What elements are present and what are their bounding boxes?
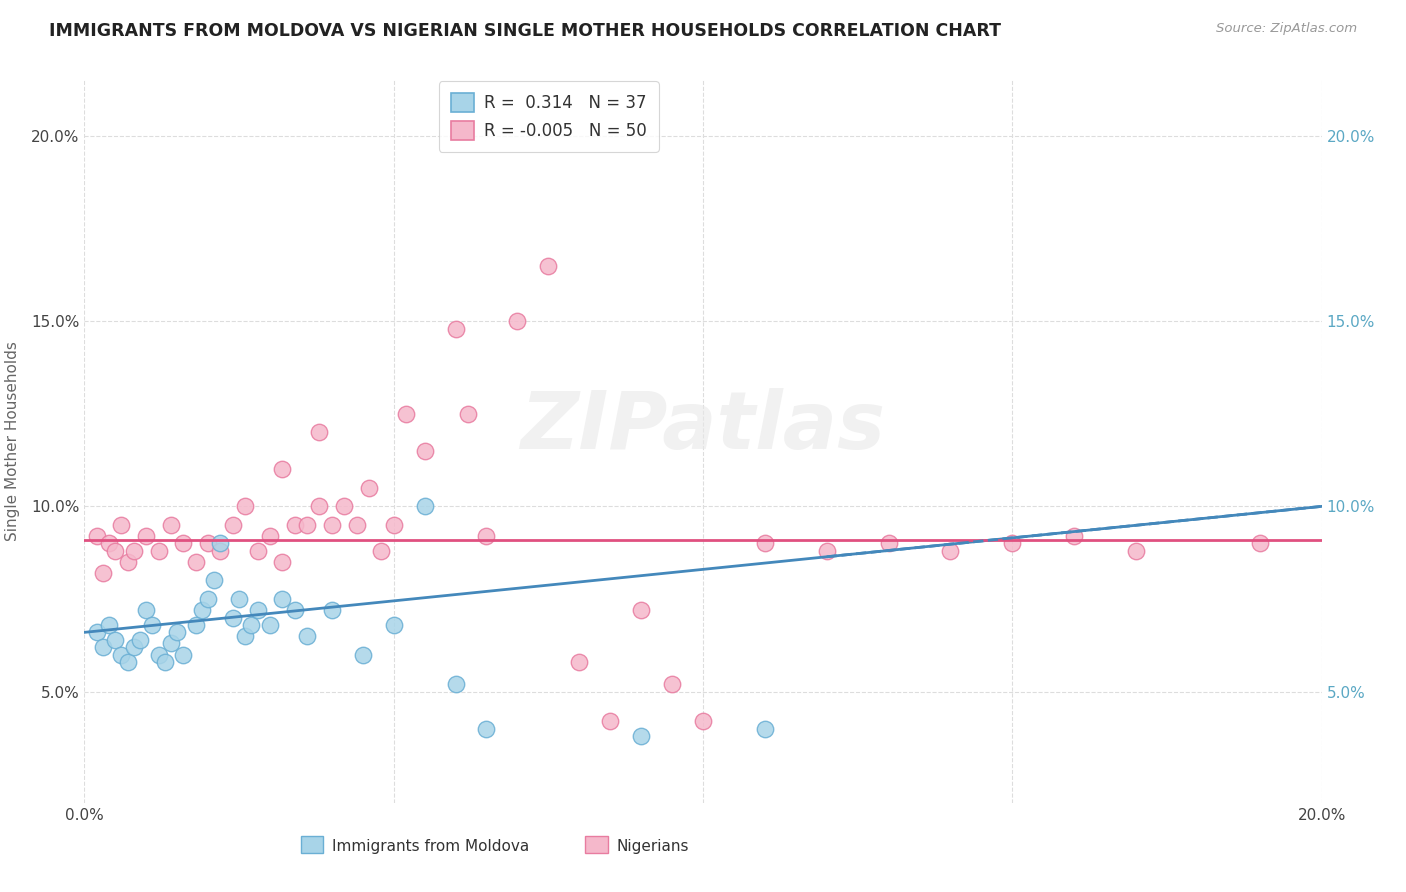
Point (191, 603, 214, 617)
Point (91, 640, 114, 655)
Point (692, 714, 714, 729)
Point (184, 618, 207, 632)
Point (240, 618, 263, 632)
Point (352, 648, 374, 662)
Point (160, 517, 183, 532)
Point (754, 536, 776, 550)
Point (86, 625, 108, 640)
Point (568, 655, 591, 669)
Legend: R =  0.314   N = 37, R = -0.005   N = 50: R = 0.314 N = 37, R = -0.005 N = 50 (439, 81, 658, 152)
Point (939, 544, 962, 558)
Point (209, 544, 232, 558)
Point (815, 544, 838, 558)
Point (172, 648, 194, 662)
Point (370, 544, 392, 558)
FancyBboxPatch shape (585, 837, 607, 854)
Point (271, 592, 294, 607)
Point (382, 517, 405, 532)
Point (1249, 536, 1271, 550)
Text: ZIPatlas: ZIPatlas (520, 388, 886, 467)
Point (148, 544, 170, 558)
Point (395, 407, 418, 421)
Point (184, 555, 207, 569)
Point (172, 536, 194, 550)
Point (222, 610, 245, 624)
Point (197, 592, 219, 607)
Point (104, 544, 127, 558)
Point (98, 536, 121, 550)
Point (197, 536, 219, 550)
Point (166, 625, 188, 640)
Point (202, 574, 225, 588)
Point (122, 640, 145, 655)
Text: Immigrants from Moldova: Immigrants from Moldova (332, 839, 529, 855)
Text: IMMIGRANTS FROM MOLDOVA VS NIGERIAN SINGLE MOTHER HOUSEHOLDS CORRELATION CHART: IMMIGRANTS FROM MOLDOVA VS NIGERIAN SING… (49, 22, 1001, 40)
Point (110, 648, 132, 662)
Point (877, 536, 900, 550)
Point (122, 544, 145, 558)
Point (457, 407, 479, 421)
Point (153, 655, 176, 669)
Point (506, 314, 529, 328)
Point (98, 618, 121, 632)
Point (233, 629, 256, 643)
Point (754, 722, 776, 736)
Point (295, 517, 318, 532)
Point (104, 632, 127, 647)
Point (333, 500, 356, 514)
Point (271, 462, 294, 476)
Point (117, 555, 139, 569)
Point (222, 517, 245, 532)
Point (284, 517, 307, 532)
Point (228, 592, 250, 607)
Point (537, 259, 560, 273)
Point (129, 632, 152, 647)
Point (630, 603, 652, 617)
Point (413, 500, 436, 514)
Point (413, 443, 436, 458)
Point (382, 618, 405, 632)
Point (246, 603, 269, 617)
Point (135, 529, 157, 543)
Point (148, 648, 170, 662)
Point (357, 481, 380, 495)
Point (259, 618, 281, 632)
Point (308, 500, 330, 514)
Point (284, 603, 307, 617)
Point (233, 500, 256, 514)
Point (209, 536, 232, 550)
FancyBboxPatch shape (301, 837, 323, 854)
Point (259, 529, 281, 543)
Point (160, 636, 183, 650)
Point (444, 677, 467, 691)
Point (321, 603, 343, 617)
Point (1063, 529, 1085, 543)
Y-axis label: Single Mother Households: Single Mother Households (6, 342, 20, 541)
Point (117, 655, 139, 669)
Point (661, 677, 683, 691)
Point (135, 603, 157, 617)
Point (475, 722, 498, 736)
Point (86, 529, 108, 543)
Point (308, 425, 330, 440)
Point (321, 517, 343, 532)
Point (1001, 536, 1024, 550)
Point (141, 618, 163, 632)
Point (110, 517, 132, 532)
Point (271, 555, 294, 569)
Text: Source: ZipAtlas.com: Source: ZipAtlas.com (1216, 22, 1357, 36)
Point (630, 729, 652, 743)
Point (346, 517, 368, 532)
Point (91, 566, 114, 580)
Point (444, 321, 467, 335)
Text: Nigerians: Nigerians (616, 839, 689, 855)
Point (246, 544, 269, 558)
Point (1125, 544, 1147, 558)
Point (475, 529, 498, 543)
Point (295, 629, 318, 643)
Point (599, 714, 621, 729)
